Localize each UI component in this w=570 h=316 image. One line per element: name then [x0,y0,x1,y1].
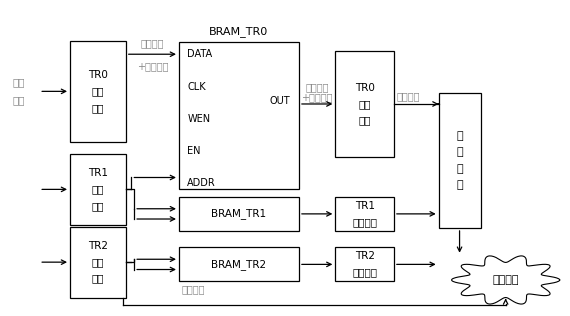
Text: ADDR: ADDR [187,179,216,188]
Text: 原始数据: 原始数据 [306,82,329,92]
Text: TR2: TR2 [355,251,374,261]
Text: TR1: TR1 [88,168,108,178]
Text: +校验数据: +校验数据 [137,62,168,72]
FancyBboxPatch shape [335,247,394,282]
Polygon shape [451,256,560,304]
Text: 纠错解码: 纠错解码 [352,268,377,277]
Text: BRAM_TR2: BRAM_TR2 [211,259,267,270]
Text: BRAM_TR0: BRAM_TR0 [209,27,268,37]
Text: 编码: 编码 [92,257,104,267]
FancyBboxPatch shape [335,197,394,231]
Text: 原始数据: 原始数据 [141,38,164,48]
Text: 纠错: 纠错 [92,201,104,211]
Text: 内部算法: 内部算法 [492,275,519,285]
Text: +校验数据: +校验数据 [302,93,333,102]
FancyBboxPatch shape [70,154,126,225]
FancyBboxPatch shape [179,42,299,189]
Text: 解码: 解码 [359,99,371,109]
Text: DATA: DATA [187,49,213,59]
Text: 三: 三 [456,180,463,190]
Text: 纠错: 纠错 [359,115,371,125]
FancyBboxPatch shape [70,227,126,298]
Text: TR0: TR0 [355,83,374,93]
Text: 编码: 编码 [92,184,104,194]
Text: WEN: WEN [187,114,210,124]
Text: CLK: CLK [187,82,206,92]
FancyBboxPatch shape [439,93,481,228]
Text: TR0: TR0 [88,70,108,80]
Text: 数据: 数据 [13,95,25,105]
Text: 纠错: 纠错 [92,273,104,283]
Text: TR2: TR2 [88,241,108,251]
Text: 决: 决 [456,131,463,141]
Text: 原始数据: 原始数据 [397,92,420,101]
FancyBboxPatch shape [179,247,299,282]
Text: 模: 模 [456,164,463,173]
FancyBboxPatch shape [70,41,126,142]
Text: EN: EN [187,146,201,156]
Text: 原始: 原始 [13,77,25,88]
FancyBboxPatch shape [179,197,299,231]
Text: 纠错解码: 纠错解码 [352,217,377,227]
Text: BRAM_TR1: BRAM_TR1 [211,209,267,219]
Text: 地址总线: 地址总线 [182,284,205,294]
Text: 表: 表 [456,147,463,157]
Text: TR1: TR1 [355,201,374,211]
FancyBboxPatch shape [335,51,394,157]
Text: 纠错: 纠错 [92,103,104,113]
Text: 编码: 编码 [92,86,104,96]
Text: OUT: OUT [270,96,291,106]
